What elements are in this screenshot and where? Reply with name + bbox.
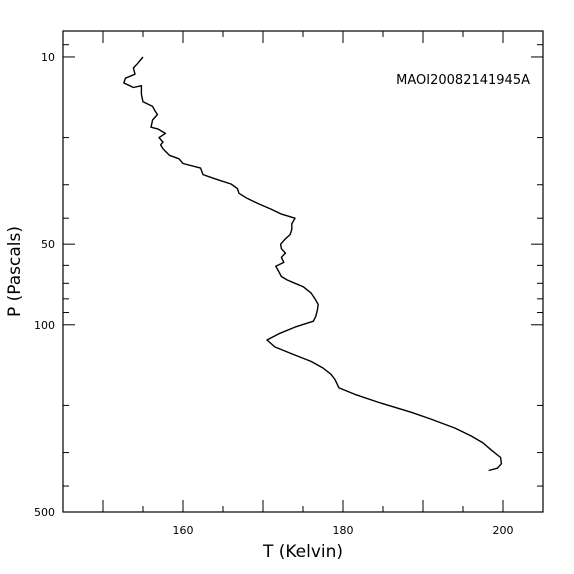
x-tick-label: 200 bbox=[493, 524, 514, 537]
y-tick-label: 100 bbox=[34, 319, 55, 332]
y-tick-label: 500 bbox=[34, 506, 55, 519]
plot-frame bbox=[62, 30, 544, 513]
y-tick-label: 10 bbox=[41, 51, 55, 64]
temperature-profile-line bbox=[123, 56, 503, 472]
y-tick-label: 50 bbox=[41, 238, 55, 251]
axis-tick-labels: 160 180 200 10 50 100 500 bbox=[34, 51, 514, 537]
x-tick-label: 160 bbox=[173, 524, 194, 537]
x-tick-label: 180 bbox=[333, 524, 354, 537]
x-axis-label: T (Kelvin) bbox=[262, 542, 343, 562]
data-series bbox=[123, 56, 503, 472]
y-axis-label: P (Pascals) bbox=[5, 226, 25, 317]
axis-ticks bbox=[63, 31, 543, 513]
profile-id-annotation: MAOI20082141945A bbox=[396, 73, 530, 88]
